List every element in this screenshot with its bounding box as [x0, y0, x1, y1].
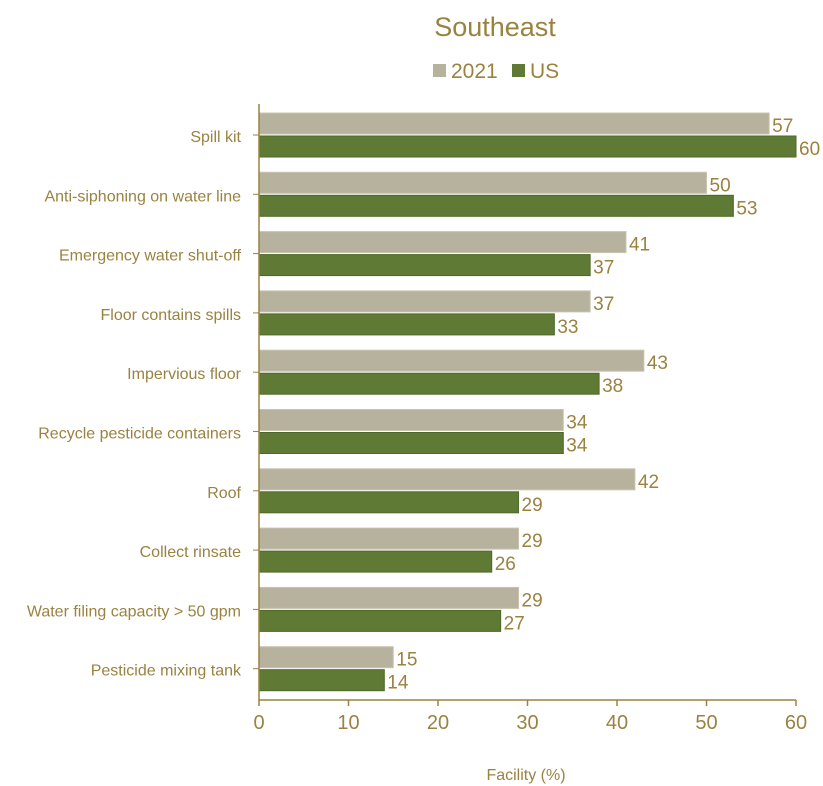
bar-2021	[258, 409, 564, 431]
x-tick-label: 60	[785, 712, 807, 734]
bar-2021	[258, 527, 520, 550]
bar-us	[258, 313, 555, 336]
data-label-us: 14	[387, 673, 409, 694]
data-label-us: 38	[602, 376, 623, 397]
bar-us	[258, 550, 493, 573]
chart-title: Southeast	[434, 12, 556, 42]
bar-us	[258, 372, 600, 395]
category-label: Collect rinsate	[140, 544, 241, 561]
data-label-2021: 50	[710, 175, 731, 196]
legend-swatch-us	[512, 64, 525, 77]
x-tick-label: 50	[695, 712, 717, 734]
legend: 2021 US	[433, 60, 559, 83]
data-label-us: 60	[799, 139, 820, 160]
bar-us	[258, 491, 520, 514]
data-label-2021: 43	[647, 353, 668, 374]
x-tick-label: 10	[337, 712, 359, 734]
data-label-us: 34	[566, 436, 588, 457]
bar-2021	[258, 290, 591, 313]
bar-us	[258, 254, 591, 277]
x-tick-label: 30	[516, 712, 538, 734]
data-label-2021: 29	[522, 590, 543, 611]
category-labels: Spill kit Anti-siphoning on water line Eme…	[27, 129, 242, 680]
x-tick-label: 0	[253, 712, 264, 734]
legend-label-2021: 2021	[451, 60, 498, 83]
data-label-2021: 41	[629, 235, 650, 256]
bar-us	[258, 669, 385, 692]
bar-us	[258, 609, 502, 632]
category-label: Anti-siphoning on water line	[44, 188, 241, 205]
category-label: Impervious floor	[127, 366, 241, 383]
category-label: Roof	[207, 485, 241, 502]
bar-2021	[258, 586, 520, 609]
data-label-2021: 34	[566, 413, 588, 434]
category-label: Emergency water shut-off	[59, 248, 242, 265]
category-label: Recycle pesticide containers	[38, 426, 241, 443]
data-label-us: 53	[736, 198, 757, 219]
bar-2021	[258, 112, 770, 135]
data-label-us: 27	[504, 613, 525, 634]
legend-swatch-2021	[433, 64, 446, 77]
data-label-2021: 57	[772, 116, 793, 137]
data-label-2021: 42	[638, 472, 659, 493]
bar-2021	[258, 468, 636, 491]
x-axis-title: Facility (%)	[486, 767, 565, 784]
data-label-us: 37	[593, 258, 614, 279]
x-axis: 0 10 20 30 40 50 60	[253, 104, 807, 734]
bar-us	[258, 194, 734, 217]
data-label-2021: 29	[522, 531, 543, 552]
bar-us	[258, 432, 564, 454]
data-label-us: 33	[557, 317, 578, 338]
data-label-2021: 15	[396, 650, 417, 671]
legend-label-us: US	[530, 60, 559, 83]
x-tick-label: 40	[606, 712, 628, 734]
data-label-us: 26	[495, 554, 516, 575]
data-label-us: 29	[522, 495, 543, 516]
bar-2021	[258, 171, 707, 194]
category-label: Floor contains spills	[101, 307, 242, 324]
bar-us	[258, 135, 797, 158]
data-label-2021: 37	[593, 294, 614, 315]
bar-2021	[258, 231, 627, 254]
x-tick-label: 20	[427, 712, 449, 734]
category-label: Water filing capacity > 50 gpm	[27, 603, 241, 620]
bar-2021	[258, 349, 645, 372]
bar-2021	[258, 646, 394, 669]
category-label: Spill kit	[190, 129, 241, 146]
category-label: Pesticide mixing tank	[91, 663, 242, 680]
